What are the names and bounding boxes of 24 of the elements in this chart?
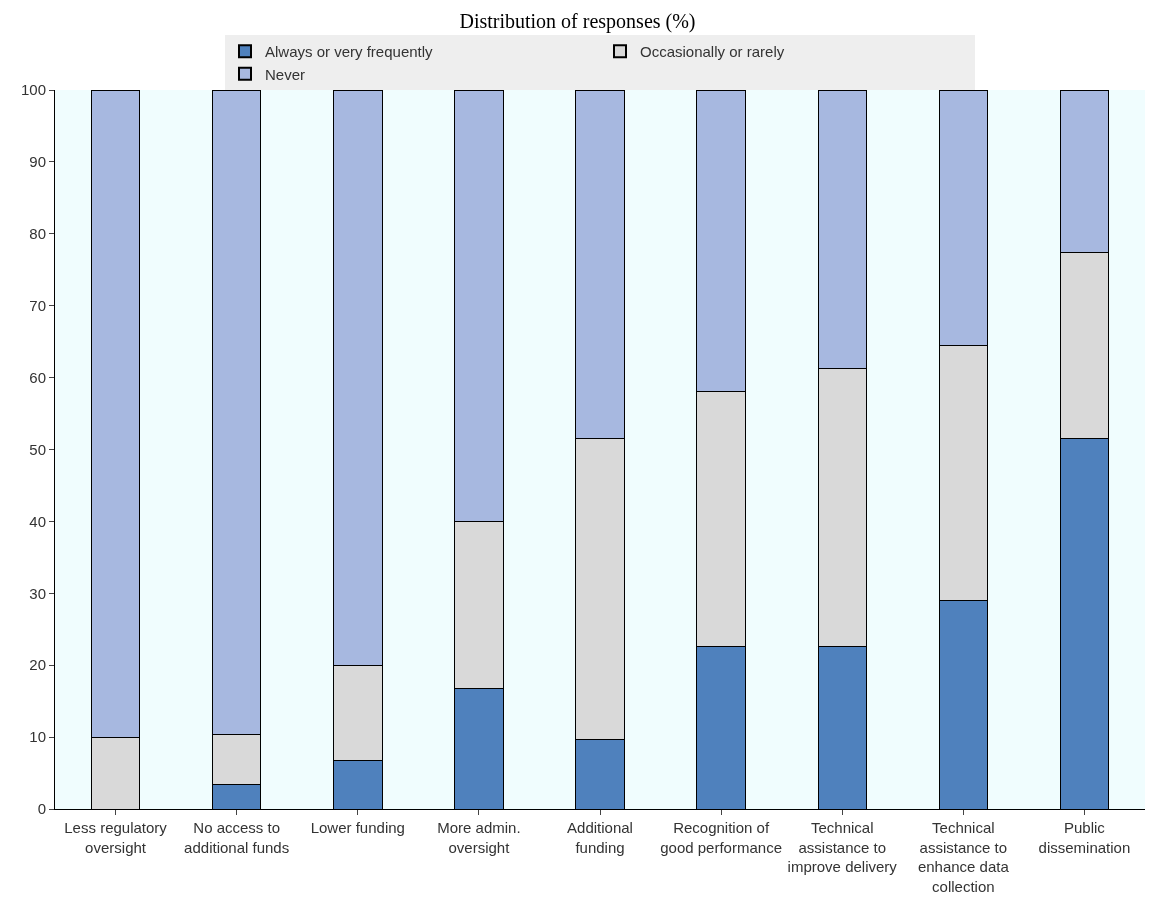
x-tick-label: Lower funding [310, 819, 405, 836]
x-tick-label: Technical assistance to improve delivery [787, 819, 898, 875]
x-tick-label: More admin. oversight [437, 819, 521, 856]
x-tick-label: Less regulatory oversight [64, 819, 168, 856]
y-tick-label: 90 [29, 153, 46, 171]
legend-label: Never [265, 65, 306, 83]
y-tick-label: 40 [29, 512, 46, 530]
y-tick-label: 0 [37, 800, 46, 818]
x-tick-label: Additional funding [567, 819, 633, 856]
legend-label: Always or very frequently [265, 43, 434, 61]
y-tick-label: 70 [29, 296, 46, 314]
y-tick-label: 80 [29, 225, 46, 243]
y-tick-label: 100 [20, 81, 46, 99]
x-tick-label: Recognition of good performance [660, 819, 782, 856]
legend-label: Occasionally or rarely [640, 43, 785, 61]
y-tick-label: 20 [29, 656, 46, 674]
y-tick-label: 30 [29, 584, 46, 602]
chart-title: Distribution of responses (%) [459, 9, 696, 33]
x-tick-label: Public dissemination [1038, 819, 1131, 856]
x-tick-label: Technical assistance to enhance data collection [917, 819, 1010, 895]
y-tick-label: 50 [29, 440, 46, 458]
y-tick-label: 60 [29, 368, 46, 386]
x-tick-label: No access to additional funds [184, 819, 290, 856]
y-tick-label: 10 [29, 728, 46, 746]
